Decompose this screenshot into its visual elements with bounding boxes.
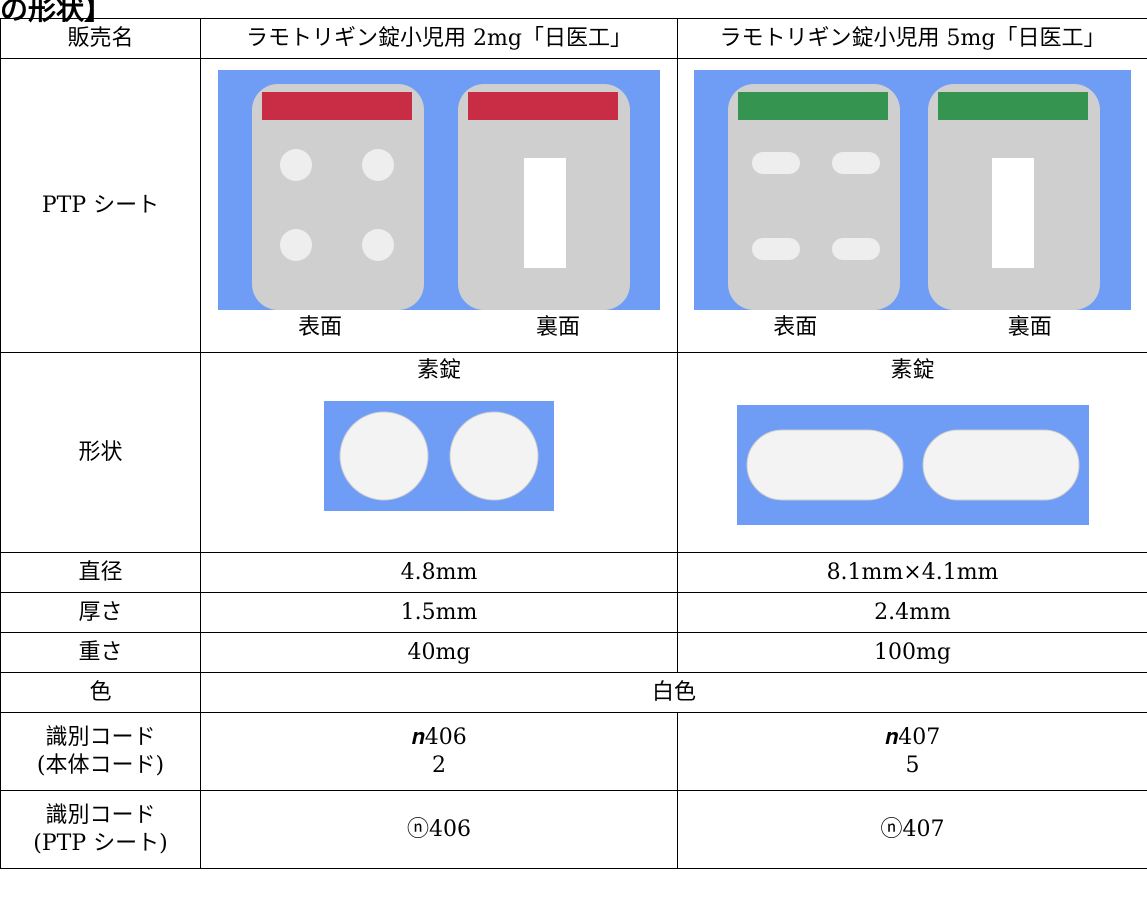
- row-label: 色: [0, 672, 201, 713]
- code-line: 𝒏406: [411, 724, 467, 750]
- product-table: 販売名 ラモトリギン錠小児用 2mg「日医工」 ラモトリギン錠小児用 5mg「日…: [0, 18, 1147, 869]
- code-line: 𝒏407: [884, 724, 941, 750]
- value-cell: 白色: [200, 672, 1147, 713]
- caption: 表面: [297, 314, 342, 340]
- value-cell: 𝒏406 2: [200, 712, 678, 791]
- tablet-image: [324, 401, 554, 511]
- ptp-image: [694, 69, 1131, 310]
- row-label: 識別コード (本体コード): [0, 712, 201, 791]
- label-line: 識別コード: [45, 724, 156, 750]
- code-line: 5: [905, 752, 920, 778]
- row-label: 識別コード (PTP シート): [0, 790, 201, 869]
- ptp-image: [218, 69, 660, 310]
- label-line: 識別コード: [45, 802, 156, 828]
- shape-type: 素錠: [416, 358, 461, 383]
- header-cell: 販売名: [0, 18, 201, 59]
- caption: 裏面: [1007, 314, 1052, 340]
- label-line: (本体コード): [36, 752, 165, 778]
- value-cell: 1.5mm: [200, 592, 678, 633]
- header-cell: ラモトリギン錠小児用 2mg「日医工」: [200, 18, 678, 59]
- ptp-cell: 表面 裏面: [200, 58, 678, 353]
- value-cell: 100mg: [677, 632, 1147, 673]
- caption-row: 表面 裏面: [201, 314, 677, 342]
- caption-row: 表面 裏面: [678, 314, 1147, 342]
- diameter-row: 直径 4.8mm 8.1mm×4.1mm: [0, 552, 1147, 593]
- label-line: (PTP シート): [33, 830, 168, 856]
- row-label: PTP シート: [0, 58, 201, 353]
- ptp-row: PTP シート 表面 裏面 表面 裏面: [0, 58, 1147, 353]
- body-code-row: 識別コード (本体コード) 𝒏406 2 𝒏407 5: [0, 712, 1147, 791]
- weight-row: 重さ 40mg 100mg: [0, 632, 1147, 673]
- row-label: 形状: [0, 352, 201, 553]
- value-cell: 𝒏407 5: [677, 712, 1147, 791]
- code-line: 2: [432, 752, 446, 778]
- shape-cell: 素錠: [200, 352, 678, 553]
- row-label: 厚さ: [0, 592, 201, 633]
- row-label: 重さ: [0, 632, 201, 673]
- header-row: 販売名 ラモトリギン錠小児用 2mg「日医工」 ラモトリギン錠小児用 5mg「日…: [0, 18, 1147, 59]
- tablet-image: [736, 405, 1089, 525]
- shape-type: 素錠: [890, 358, 935, 383]
- value-cell: 4.8mm: [200, 552, 678, 593]
- value-cell: 8.1mm×4.1mm: [677, 552, 1147, 593]
- value-cell: 40mg: [200, 632, 678, 673]
- value-cell: 2.4mm: [677, 592, 1147, 633]
- ptp-cell: 表面 裏面: [677, 58, 1147, 353]
- shape-cell: 素錠: [677, 352, 1147, 553]
- caption: 表面: [773, 314, 818, 340]
- color-row: 色 白色: [0, 672, 1147, 713]
- row-label: 直径: [0, 552, 201, 593]
- header-cell: ラモトリギン錠小児用 5mg「日医工」: [677, 18, 1147, 59]
- ptp-code-row: 識別コード (PTP シート) ⓝ406 ⓝ407: [0, 790, 1147, 869]
- shape-row: 形状 素錠 素錠: [0, 352, 1147, 553]
- thickness-row: 厚さ 1.5mm 2.4mm: [0, 592, 1147, 633]
- value-cell: ⓝ406: [200, 790, 678, 869]
- caption: 裏面: [535, 314, 580, 340]
- value-cell: ⓝ407: [677, 790, 1147, 869]
